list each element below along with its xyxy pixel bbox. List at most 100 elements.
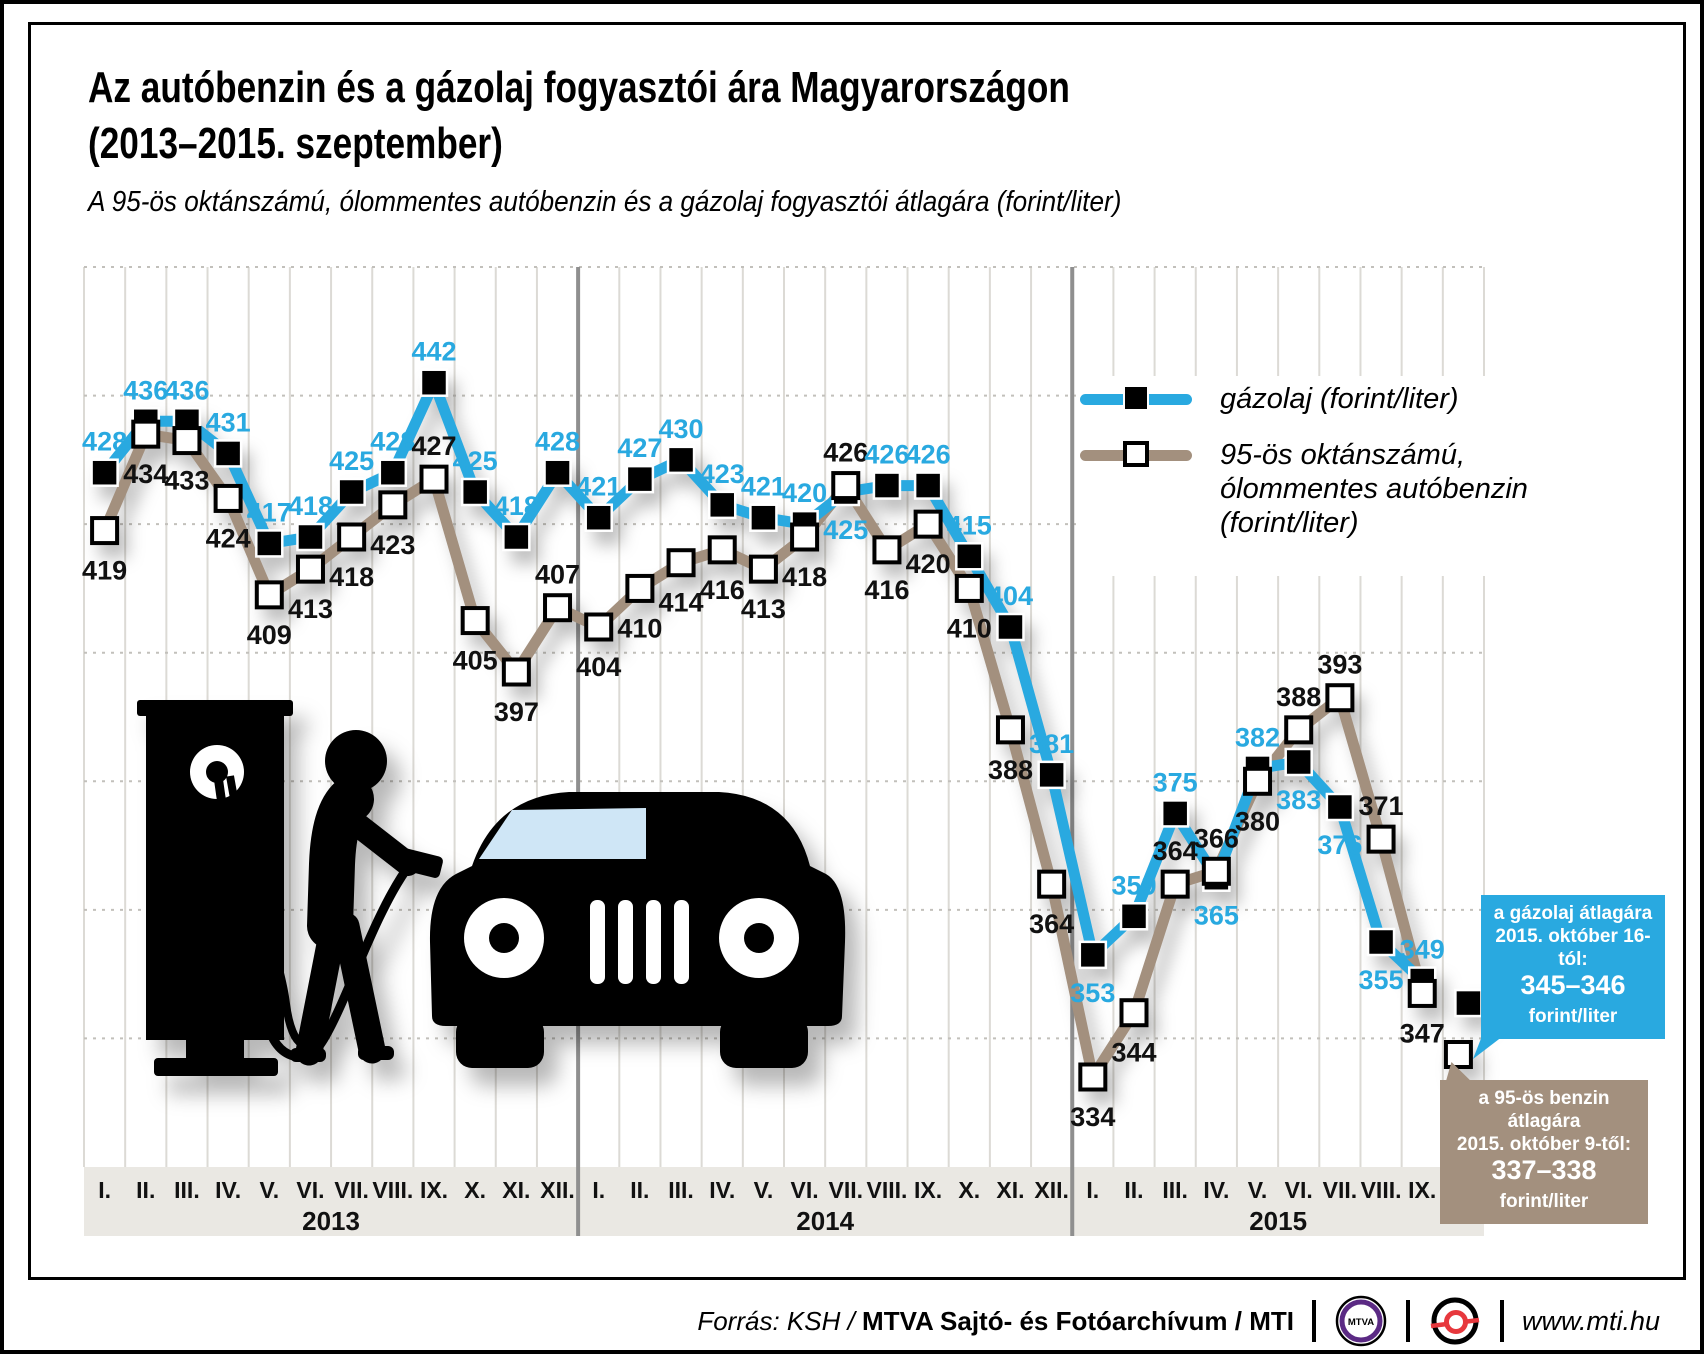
benzin-marker bbox=[1037, 869, 1067, 899]
gazolaj-marker bbox=[1119, 902, 1149, 931]
benzin-marker bbox=[1119, 998, 1149, 1028]
benzin-marker bbox=[337, 522, 367, 552]
value-label: 426 bbox=[906, 440, 951, 470]
separator-bar bbox=[1311, 1300, 1316, 1342]
value-label: 416 bbox=[864, 575, 909, 605]
value-label: 393 bbox=[1317, 650, 1362, 680]
footer: Forrás: KSH / MTVA Sajtó- és Fotóarchívu… bbox=[697, 1292, 1660, 1350]
value-label: 334 bbox=[1070, 1102, 1115, 1132]
gazolaj-marker bbox=[666, 445, 696, 475]
gazolaj-marker bbox=[337, 477, 366, 507]
benzin-marker bbox=[1325, 683, 1355, 713]
benzin-marker bbox=[625, 573, 655, 603]
value-label: 347 bbox=[1400, 1018, 1445, 1048]
benzin-marker bbox=[790, 522, 820, 552]
benzin-marker bbox=[213, 483, 243, 513]
month-label: VIII. bbox=[1361, 1177, 1402, 1203]
gazolaj-marker bbox=[872, 471, 902, 500]
gazolaj-marker bbox=[584, 503, 613, 532]
value-label: 436 bbox=[123, 375, 168, 405]
value-label: 428 bbox=[370, 427, 415, 457]
benzin-marker bbox=[1078, 1062, 1108, 1092]
benzin-marker bbox=[1443, 1040, 1473, 1069]
value-label: 430 bbox=[659, 414, 704, 444]
value-label: 425 bbox=[453, 446, 498, 476]
gazolaj-marker bbox=[90, 458, 119, 487]
value-label: 376 bbox=[1317, 830, 1362, 860]
benzin-marker bbox=[1284, 715, 1314, 745]
month-label: VI. bbox=[1285, 1177, 1313, 1203]
legend-item-benzin: 95-ös oktánszámú, ólommentes autóbenzin … bbox=[1080, 438, 1528, 540]
gazolaj-marker bbox=[1037, 760, 1066, 790]
value-label: 380 bbox=[1235, 806, 1280, 836]
month-label: V. bbox=[754, 1177, 774, 1203]
value-label: 427 bbox=[411, 431, 456, 461]
value-label: 420 bbox=[906, 549, 951, 579]
benzin-marker bbox=[913, 509, 943, 539]
gazolaj-marker bbox=[419, 368, 449, 397]
car-front-wheel bbox=[456, 1016, 544, 1068]
benzin-marker bbox=[501, 657, 531, 687]
month-label: V. bbox=[259, 1177, 279, 1203]
month-label: IV. bbox=[709, 1177, 735, 1203]
year-label: 2013 bbox=[302, 1206, 360, 1236]
value-label: 428 bbox=[82, 427, 127, 457]
benzin-marker bbox=[1366, 824, 1396, 854]
benzin-marker bbox=[295, 554, 325, 584]
value-label: 364 bbox=[1029, 909, 1074, 939]
source-line: Forrás: KSH / MTVA Sajtó- és Fotóarchívu… bbox=[697, 1305, 1294, 1336]
month-label: XII. bbox=[1034, 1177, 1069, 1203]
value-label: 436 bbox=[164, 375, 209, 405]
legend: gázolaj (forint/liter) 95-ös oktánszámú,… bbox=[1076, 376, 1538, 576]
value-label: 359 bbox=[1111, 870, 1156, 900]
benzin-marker bbox=[90, 516, 120, 546]
value-label: 365 bbox=[1194, 901, 1239, 931]
title-line-1: Az autóbenzin és a gázolaj fogyasztói ár… bbox=[88, 63, 1070, 112]
white-square-marker-icon bbox=[1123, 441, 1149, 467]
value-label: 413 bbox=[288, 594, 333, 624]
chart-series-layer: 4284194364344364334314244174094184134254… bbox=[82, 337, 1483, 1132]
gazolaj-marker bbox=[543, 458, 572, 487]
month-label: X. bbox=[958, 1177, 980, 1203]
value-label: 418 bbox=[288, 491, 333, 521]
month-label: IV. bbox=[1203, 1177, 1229, 1203]
benzin-callout: a 95-ös benzin átlagára 2015. október 9-… bbox=[1440, 1062, 1648, 1224]
month-label: IX. bbox=[914, 1177, 942, 1203]
value-label: 418 bbox=[329, 562, 374, 592]
gazolaj-marker bbox=[707, 490, 737, 520]
month-label: III. bbox=[174, 1177, 200, 1203]
gazolaj-marker bbox=[1325, 792, 1355, 822]
value-label: 353 bbox=[1070, 978, 1115, 1008]
month-label: IX. bbox=[1408, 1177, 1436, 1203]
value-label: 421 bbox=[576, 472, 621, 502]
car-icon bbox=[429, 792, 846, 1068]
month-label: V. bbox=[1248, 1177, 1268, 1203]
value-label: 431 bbox=[206, 407, 251, 437]
year-label: 2015 bbox=[1249, 1206, 1307, 1236]
month-label: II. bbox=[1124, 1177, 1143, 1203]
legend-item-diesel: gázolaj (forint/liter) bbox=[1080, 382, 1528, 416]
gazolaj-marker bbox=[1160, 799, 1190, 828]
black-square-marker-icon bbox=[1123, 385, 1149, 411]
benzin-marker bbox=[1243, 766, 1273, 796]
mti-logo-icon bbox=[1430, 1297, 1480, 1345]
gazolaj-marker bbox=[1284, 747, 1313, 777]
value-label: 410 bbox=[617, 613, 662, 643]
fuel-nozzle bbox=[397, 848, 443, 878]
gazolaj-marker bbox=[1078, 940, 1108, 970]
title-line-2: (2013–2015. szeptember) bbox=[88, 119, 503, 168]
website-link: www.mti.hu bbox=[1521, 1305, 1660, 1336]
value-label: 381 bbox=[1029, 729, 1074, 759]
value-label: 415 bbox=[947, 510, 992, 540]
page-title: Az autóbenzin és a gázolaj fogyasztói ár… bbox=[88, 60, 1070, 172]
gazolaj-marker bbox=[625, 464, 655, 494]
value-label: 349 bbox=[1400, 935, 1445, 965]
month-label: VI. bbox=[791, 1177, 819, 1203]
value-label: 423 bbox=[700, 459, 745, 489]
gazolaj-marker bbox=[1366, 927, 1396, 957]
gazolaj-marker bbox=[749, 503, 778, 532]
gazolaj-marker bbox=[913, 471, 943, 500]
value-label: 344 bbox=[1111, 1038, 1156, 1068]
benzin-marker bbox=[378, 490, 408, 520]
